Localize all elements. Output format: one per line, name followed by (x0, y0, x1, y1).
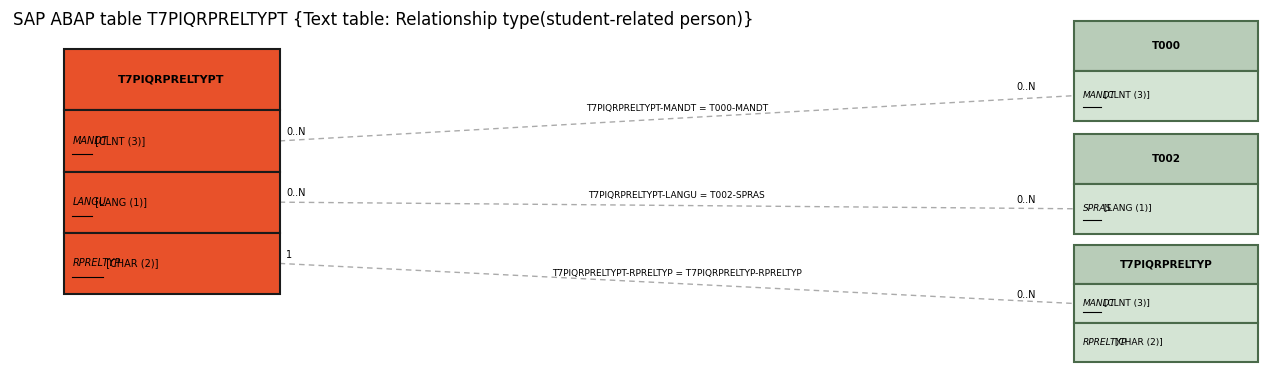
Text: [CLNT (3)]: [CLNT (3)] (92, 136, 145, 146)
Text: RPRELTYP: RPRELTYP (1083, 338, 1127, 347)
Bar (64, 110, 280, 172)
Text: SPRAS: SPRAS (1083, 204, 1112, 213)
Bar (1074, 21, 1258, 71)
Text: [LANG (1)]: [LANG (1)] (92, 197, 146, 207)
Text: 0..N: 0..N (1017, 82, 1036, 92)
Text: [CHAR (2)]: [CHAR (2)] (103, 258, 159, 268)
Text: [CHAR (2)]: [CHAR (2)] (1112, 338, 1163, 347)
Bar (64, 233, 280, 294)
Text: 0..N: 0..N (286, 188, 305, 198)
Text: MANDT: MANDT (1083, 299, 1116, 308)
Text: T7PIQRPRELTYP: T7PIQRPRELTYP (1120, 259, 1213, 270)
Text: MANDT: MANDT (1083, 91, 1116, 100)
Text: T7PIQRPRELTYPT-MANDT = T000-MANDT: T7PIQRPRELTYPT-MANDT = T000-MANDT (586, 104, 768, 113)
Text: [CLNT (3)]: [CLNT (3)] (1101, 91, 1150, 100)
Text: [LANG (1)]: [LANG (1)] (1101, 204, 1152, 213)
Bar (1074, 245, 1258, 284)
Bar (1074, 71, 1258, 121)
Text: 1: 1 (286, 250, 292, 260)
Text: T7PIQRPRELTYPT-RPRELTYP = T7PIQRPRELTYP-RPRELTYP: T7PIQRPRELTYPT-RPRELTYP = T7PIQRPRELTYP-… (552, 269, 802, 278)
Bar (64, 49, 280, 110)
Text: T7PIQRPRELTYPT-LANGU = T002-SPRAS: T7PIQRPRELTYPT-LANGU = T002-SPRAS (588, 191, 765, 200)
Text: 0..N: 0..N (286, 127, 305, 137)
Bar (1074, 284, 1258, 323)
Text: 0..N: 0..N (1017, 290, 1036, 300)
Text: 0..N: 0..N (1017, 195, 1036, 205)
Bar (1074, 323, 1258, 362)
Text: SAP ABAP table T7PIQRPRELTYPT {Text table: Relationship type(student-related per: SAP ABAP table T7PIQRPRELTYPT {Text tabl… (13, 11, 754, 29)
Text: RPRELTYP: RPRELTYP (72, 258, 121, 268)
Text: T7PIQRPRELTYPT: T7PIQRPRELTYPT (118, 75, 225, 85)
Bar (1074, 184, 1258, 234)
Text: [CLNT (3)]: [CLNT (3)] (1101, 299, 1150, 308)
Bar (64, 172, 280, 233)
Text: T000: T000 (1152, 41, 1181, 51)
Bar (1074, 134, 1258, 184)
Text: MANDT: MANDT (72, 136, 108, 146)
Text: LANGU: LANGU (72, 197, 107, 207)
Text: T002: T002 (1152, 154, 1181, 164)
